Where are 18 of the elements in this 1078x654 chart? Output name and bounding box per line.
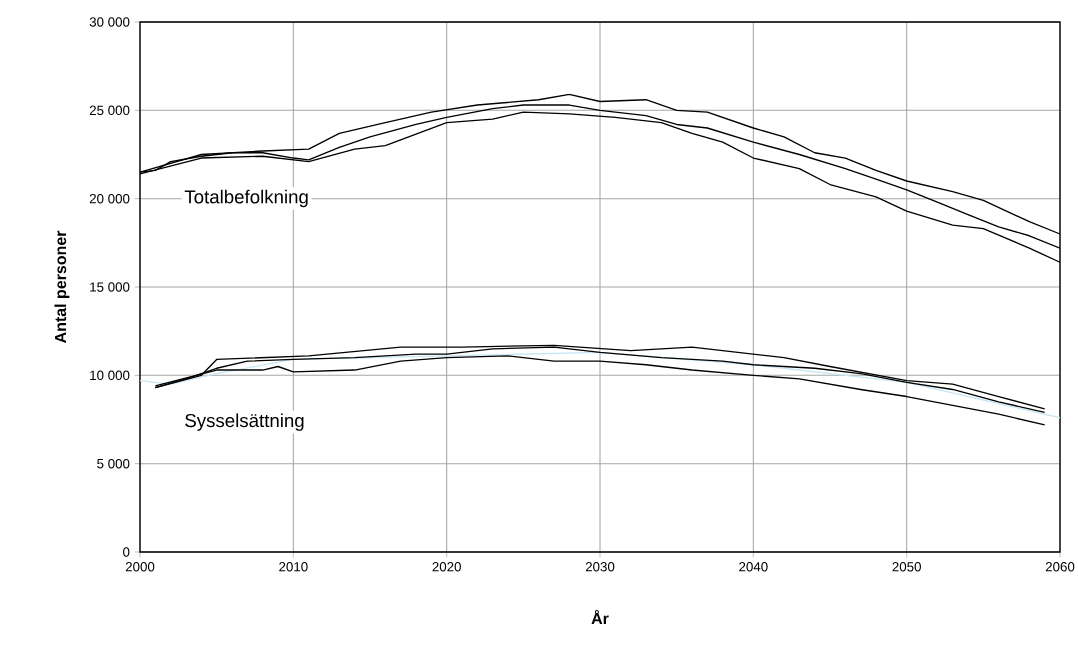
annotation: Totalbefolkning: [184, 189, 308, 208]
x-tick-label: 2000: [125, 562, 155, 572]
y-tick-label: 10 000: [90, 370, 130, 381]
x-tick-label: 2060: [1045, 562, 1075, 572]
y-tick-label: 15 000: [90, 282, 130, 292]
x-axis-title: År: [591, 609, 609, 625]
y-axis-title: Antal personer: [54, 230, 70, 344]
x-tick-label: 2040: [739, 562, 768, 572]
y-tick-label: 30 000: [89, 17, 130, 27]
y-tick-label: 20 000: [89, 193, 130, 204]
x-tick-label: 2030: [585, 562, 615, 572]
x-tick-label: 2010: [279, 562, 308, 572]
y-tick-label: 0: [123, 547, 130, 557]
x-tick-label: 2050: [892, 562, 921, 572]
y-tick-label: 5 000: [97, 458, 130, 469]
annotation: Sysselsättning: [185, 413, 304, 431]
x-tick-label: 2020: [432, 562, 461, 572]
y-tick-label: 25 000: [89, 105, 130, 116]
